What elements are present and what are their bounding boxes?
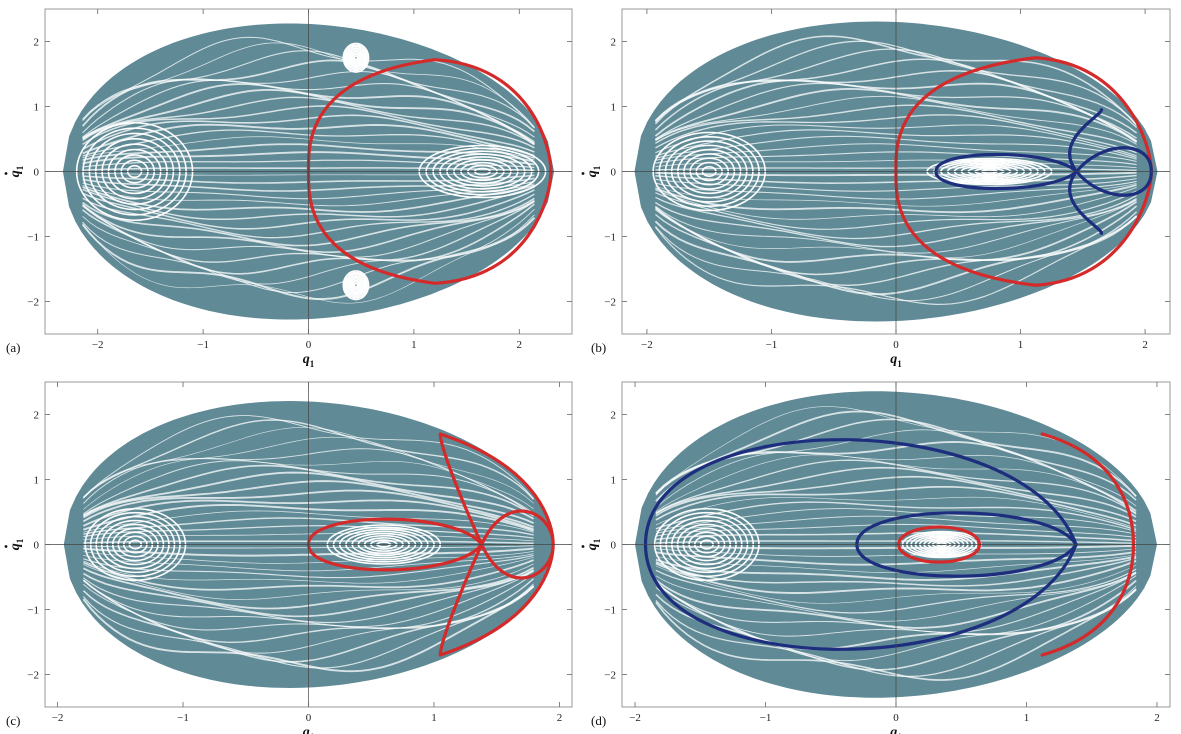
y-axis-label-dot [4,172,8,175]
x-tick-label: −2 [92,339,104,351]
x-tick-label: 1 [1024,712,1030,724]
x-axis-label-sub: 1 [310,732,315,734]
panel-label: (c) [6,713,20,728]
x-tick-label: −2 [641,339,653,351]
x-tick-label: 0 [306,339,312,351]
y-axis-label: q1 [8,538,25,550]
x-tick-label: 0 [306,712,312,724]
y-tick-label: −2 [27,297,39,309]
y-tick-label: 2 [34,37,40,49]
island-ring [346,274,366,296]
y-axis-label-sub: 1 [15,165,25,170]
island-ring [349,278,363,293]
x-axis-label: q1 [303,352,315,369]
x-axis-label-sub: 1 [310,359,315,369]
island-ring [348,48,364,67]
island-ring [349,50,363,65]
island-ring [353,55,359,61]
y-tick-label: 1 [611,102,617,114]
y-tick-label: 2 [611,37,617,49]
y-tick-label: 1 [34,102,40,114]
x-axis-label: q1 [890,725,902,734]
y-axis-label-dot [581,545,585,548]
y-axis-label-dot [581,172,585,175]
y-tick-label: 2 [34,410,40,422]
island-ring [345,273,367,298]
y-tick-label: −1 [27,232,39,244]
x-axis-label: q1 [303,725,315,734]
x-tick-label: −2 [629,712,641,724]
y-axis-label: q1 [585,165,602,177]
island-ring [342,42,370,73]
x-tick-label: 0 [893,339,899,351]
x-tick-label: −1 [177,712,189,724]
island-ring [343,271,368,299]
x-axis-label-sub: 1 [897,732,902,734]
y-tick-label: −1 [604,605,616,617]
y-axis-label: q1 [585,538,602,550]
x-tick-label: −1 [197,339,209,351]
panel-a: −2 −1 0 1 2 −2 −1 0 1 2 q1 q1 (a) [4,8,573,369]
panel-b: −2 −1 0 1 2 −2 −1 0 1 2 q1 q1 (b) [581,8,1171,369]
island-ring [345,45,367,70]
x-tick-label: 2 [517,339,523,351]
y-axis-label-sub: 1 [15,538,25,543]
panel-d: −2 −1 0 1 2 −2 −1 0 1 2 q1 q1 (d) [581,381,1171,734]
panel-label: (a) [6,340,20,355]
y-tick-label: 0 [611,540,617,552]
island-ring [342,270,370,301]
x-tick-label: −1 [760,712,772,724]
x-tick-label: 2 [557,712,563,724]
island-ring [350,279,362,291]
x-tick-label: 2 [1142,339,1148,351]
y-tick-label: 0 [34,167,40,179]
island-ring [348,276,364,295]
x-axis-label: q1 [890,352,902,369]
island-ring [350,52,362,64]
x-tick-label: 2 [1154,712,1160,724]
y-tick-label: −2 [604,670,616,682]
island-ring [352,281,360,290]
island-ring [346,47,366,69]
y-tick-label: −2 [604,297,616,309]
y-axis-label-sub: 1 [592,538,602,543]
y-axis-label-group: q1 [581,538,602,550]
y-tick-label: −1 [604,232,616,244]
panel-c: −2 −1 0 1 2 −2 −1 0 1 2 q1 q1 (c) [4,381,573,734]
x-tick-label: 1 [1018,339,1024,351]
y-axis-label-sub: 1 [592,165,602,170]
y-tick-label: −1 [27,605,39,617]
y-axis-label-group: q1 [4,538,25,550]
y-axis-label-group: q1 [4,165,25,177]
x-tick-label: −2 [52,712,64,724]
y-axis-label: q1 [8,165,25,177]
island-ring [353,282,359,288]
y-tick-label: −2 [27,670,39,682]
y-tick-label: 2 [611,410,617,422]
panel-label: (d) [591,713,606,728]
y-tick-label: 0 [34,540,40,552]
x-tick-label: −1 [766,339,778,351]
y-axis-label-dot [4,545,8,548]
x-tick-label: 1 [411,339,417,351]
y-tick-label: 1 [611,475,617,487]
y-tick-label: 1 [34,475,40,487]
island-ring [352,53,360,62]
y-tick-label: 0 [611,167,617,179]
island-ring [343,44,368,72]
x-axis-label-sub: 1 [897,359,902,369]
x-tick-label: 1 [431,712,437,724]
x-tick-label: 0 [893,712,899,724]
panel-label: (b) [591,340,606,355]
y-axis-label-group: q1 [581,165,602,177]
